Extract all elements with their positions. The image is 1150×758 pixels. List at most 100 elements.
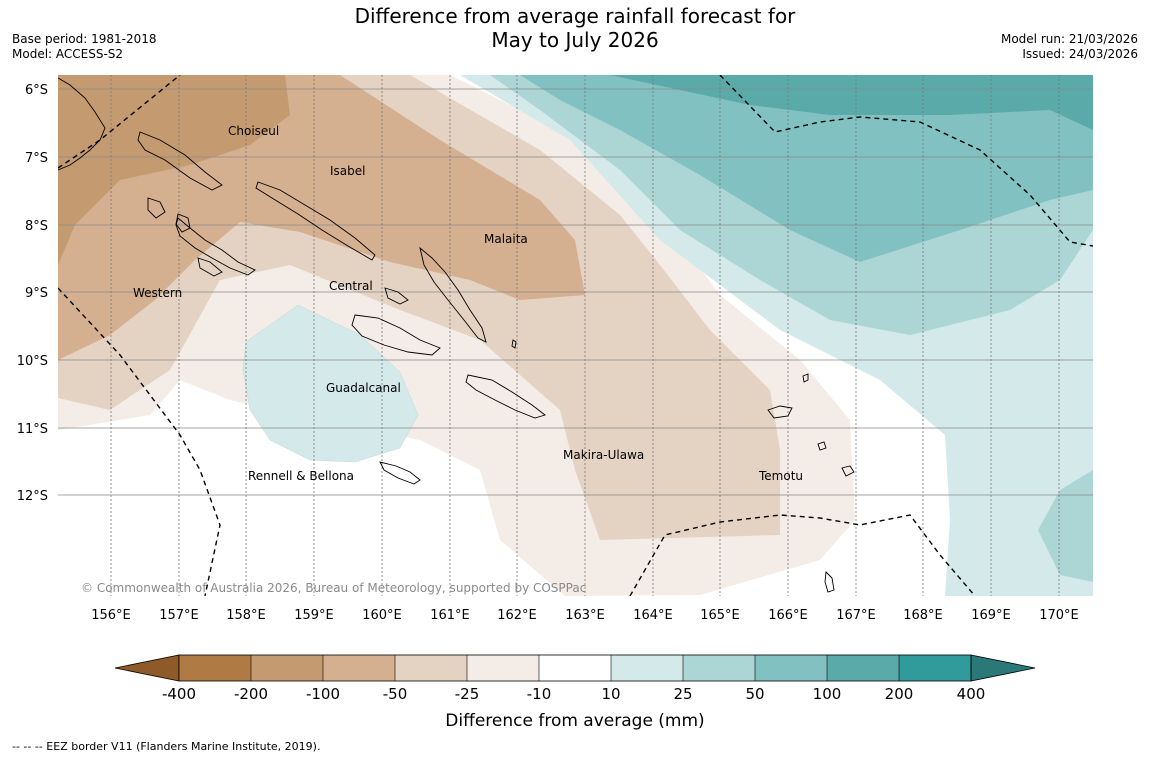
colorbar-tick-6: 10: [601, 685, 620, 703]
contour-minus-100: [58, 75, 290, 265]
island-utupua: [817, 441, 827, 451]
island-bougainville: [58, 77, 106, 171]
colorbar-swatch-4: [395, 655, 467, 681]
colorbar-tick-1: -200: [234, 685, 268, 703]
contour-plus-25-se: [1038, 470, 1093, 582]
eez-border: [58, 75, 1093, 596]
colorbar-swatch-11: [899, 655, 971, 681]
lon-label-160e: 160°E: [362, 608, 402, 623]
colorbar-tick-7: 25: [673, 685, 692, 703]
graticule: [58, 88, 1093, 496]
lon-label-164e: 164°E: [633, 608, 673, 623]
colorbar-tick-8: 50: [745, 685, 764, 703]
colorbar-dividers: [250, 655, 900, 681]
lon-label-161e: 161°E: [430, 608, 470, 623]
island-tikopia: [824, 571, 835, 593]
island-ulawa: [511, 339, 517, 349]
issued-date: Issued: 24/03/2026: [1022, 47, 1138, 61]
island-kolombangara: [175, 213, 191, 233]
lat-label-8s: 8°S: [25, 219, 48, 234]
lat-label-9s: 9°S: [25, 286, 48, 301]
island-new-georgia: [175, 217, 256, 276]
label-isabel: Isabel: [330, 164, 365, 178]
island-santa-cruz: [767, 405, 793, 419]
colorbar-tick-0: -400: [162, 685, 196, 703]
colorbar-tick-3: -50: [383, 685, 408, 703]
island-reef-islands: [802, 373, 809, 383]
meta-left: Base period: 1981-2018 Model: ACCESS-S2: [12, 32, 157, 62]
island-florida: [384, 287, 409, 305]
lon-label-165e: 165°E: [700, 608, 740, 623]
colorbar-arrow-left: [114, 654, 180, 682]
contour-plus-10-guadalcanal: [242, 304, 419, 463]
lat-label-10s: 10°S: [17, 354, 48, 369]
colorbar-swatch-5: [467, 655, 539, 681]
label-central: Central: [329, 279, 373, 293]
colorbar-title: Difference from average (mm): [445, 711, 704, 731]
island-guadalcanal: [351, 314, 441, 356]
eez-legend-note: -- -- -- EEZ border V11 (Flanders Marine…: [12, 740, 321, 753]
colorbar-swatch-6: [539, 655, 611, 681]
island-choiseul: [137, 131, 223, 191]
eez-segment-east: [719, 75, 1093, 247]
island-santa-isabel: [255, 181, 376, 261]
colorbar-tick-2: -100: [306, 685, 340, 703]
model-run: Model run: 21/03/2026: [1000, 32, 1138, 46]
map-panel: Choiseul Isabel Malaita Western Central …: [58, 75, 1093, 596]
label-temotu: Temotu: [758, 469, 803, 483]
island-malaita: [419, 246, 487, 343]
island-rennell: [379, 461, 421, 485]
label-rennell-bellona: Rennell & Bellona: [248, 469, 354, 483]
colorbar-swatch-9: [755, 655, 827, 681]
lat-label-11s: 11°S: [17, 422, 48, 437]
coastlines: [58, 77, 855, 593]
label-choiseul: Choiseul: [228, 124, 279, 138]
eez-segment-nw: [58, 75, 181, 169]
contour-plus-50: [520, 75, 1093, 262]
lon-label-156e: 156°E: [91, 608, 131, 623]
model-name: Model: ACCESS-S2: [12, 47, 124, 61]
island-rendova: [197, 257, 223, 277]
label-guadalcanal: Guadalcanal: [326, 381, 401, 395]
lon-label-159e: 159°E: [294, 608, 334, 623]
colorbar-swatch-10: [827, 655, 899, 681]
lat-label-6s: 6°S: [25, 83, 48, 98]
colorbar-tick-10: 200: [885, 685, 914, 703]
lon-label-169e: 169°E: [971, 608, 1011, 623]
colorbar-outline: [178, 654, 972, 682]
lon-label-158e: 158°E: [226, 608, 266, 623]
colorbar-swatch-7: [611, 655, 683, 681]
colorbar-tick-11: 400: [957, 685, 986, 703]
map-title: Difference from average rainfall forecas…: [0, 4, 1150, 52]
latitude-labels: 6°S 7°S 8°S 9°S 10°S 11°S 12°S: [17, 83, 48, 504]
label-makira-ulawa: Makira-Ulawa: [563, 448, 644, 462]
island-vella-lavella: [147, 197, 166, 219]
colorbar-swatch-2: [251, 655, 323, 681]
longitude-labels: 156°E 157°E 158°E 159°E 160°E 161°E 162°…: [91, 608, 1079, 623]
lon-label-167e: 167°E: [836, 608, 876, 623]
colorbar: -400 -200 -100 -50 -25 -10 10 25 50 100 …: [114, 654, 1036, 731]
meta-right: Model run: 21/03/2026 Issued: 24/03/2026: [1001, 32, 1138, 62]
title-line-2: May to July 2026: [491, 28, 659, 52]
colorbar-swatch-8: [683, 655, 755, 681]
colorbar-tick-9: 100: [813, 685, 842, 703]
lon-label-166e: 166°E: [768, 608, 808, 623]
base-period: Base period: 1981-2018: [12, 32, 157, 46]
lon-label-170e: 170°E: [1039, 608, 1079, 623]
lon-label-162e: 162°E: [497, 608, 537, 623]
colorbar-swatch-1: [179, 655, 251, 681]
island-makira: [465, 374, 546, 419]
lat-label-12s: 12°S: [17, 489, 48, 504]
title-line-1: Difference from average rainfall forecas…: [354, 4, 796, 28]
eez-segment-south: [629, 514, 976, 596]
colorbar-tick-4: -25: [455, 685, 480, 703]
label-malaita: Malaita: [484, 232, 528, 246]
lat-label-7s: 7°S: [25, 151, 48, 166]
eez-segment-west: [58, 287, 221, 596]
island-vanikoro: [841, 465, 855, 477]
lon-label-157e: 157°E: [159, 608, 199, 623]
meridians: [110, 75, 1060, 596]
copyright-notice: © Commonwealth of Australia 2026, Bureau…: [81, 581, 586, 595]
colorbar-swatch-3: [323, 655, 395, 681]
